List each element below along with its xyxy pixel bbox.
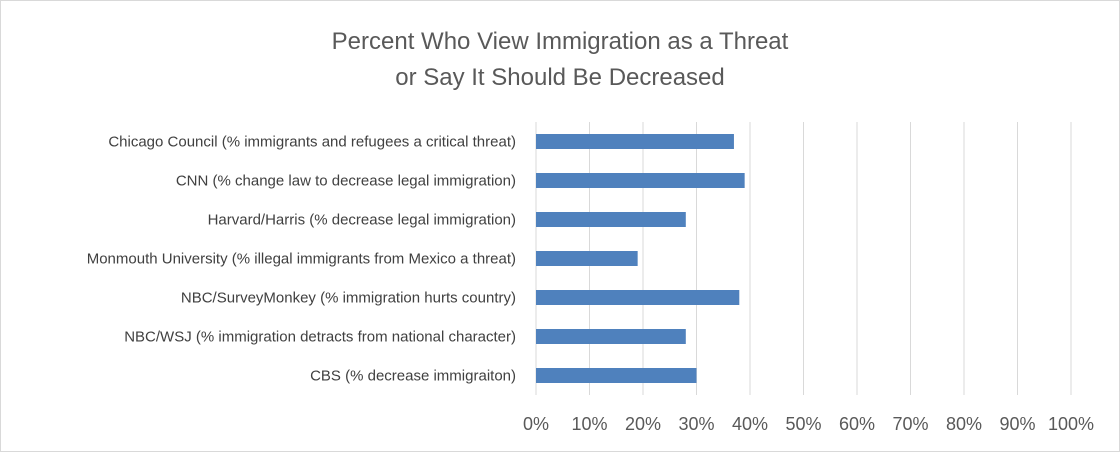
bar — [536, 173, 745, 188]
category-label: NBC/SurveyMonkey (% immigration hurts co… — [181, 290, 516, 307]
category-label: CNN (% change law to decrease legal immi… — [176, 173, 516, 190]
x-tick-label: 40% — [732, 414, 768, 434]
chart-title: Percent Who View Immigration as a Threat… — [0, 24, 1120, 96]
bar — [536, 290, 740, 305]
category-label: CBS (% decrease immigraiton) — [310, 368, 516, 385]
bar — [536, 251, 638, 266]
x-tick-label: 80% — [946, 414, 982, 434]
x-tick-label: 90% — [999, 414, 1035, 434]
bar — [536, 329, 686, 344]
bar — [536, 134, 734, 149]
x-tick-label: 0% — [523, 414, 549, 434]
bar — [536, 212, 686, 227]
x-tick-label: 70% — [892, 414, 928, 434]
x-tick-label: 60% — [839, 414, 875, 434]
chart-title-line-2: or Say It Should Be Decreased — [395, 64, 725, 91]
bar — [536, 368, 697, 383]
x-tick-label: 30% — [678, 414, 714, 434]
category-label: Chicago Council (% immigrants and refuge… — [108, 134, 516, 151]
x-tick-label: 20% — [625, 414, 661, 434]
x-tick-label: 50% — [785, 414, 821, 434]
category-label: Harvard/Harris (% decrease legal immigra… — [208, 212, 516, 229]
category-label: NBC/WSJ (% immigration detracts from nat… — [124, 329, 516, 346]
category-label: Monmouth University (% illegal immigrant… — [87, 251, 516, 268]
chart-title-line-1: Percent Who View Immigration as a Threat — [331, 28, 789, 55]
x-tick-label: 100% — [1048, 414, 1094, 434]
x-tick-label: 10% — [571, 414, 607, 434]
